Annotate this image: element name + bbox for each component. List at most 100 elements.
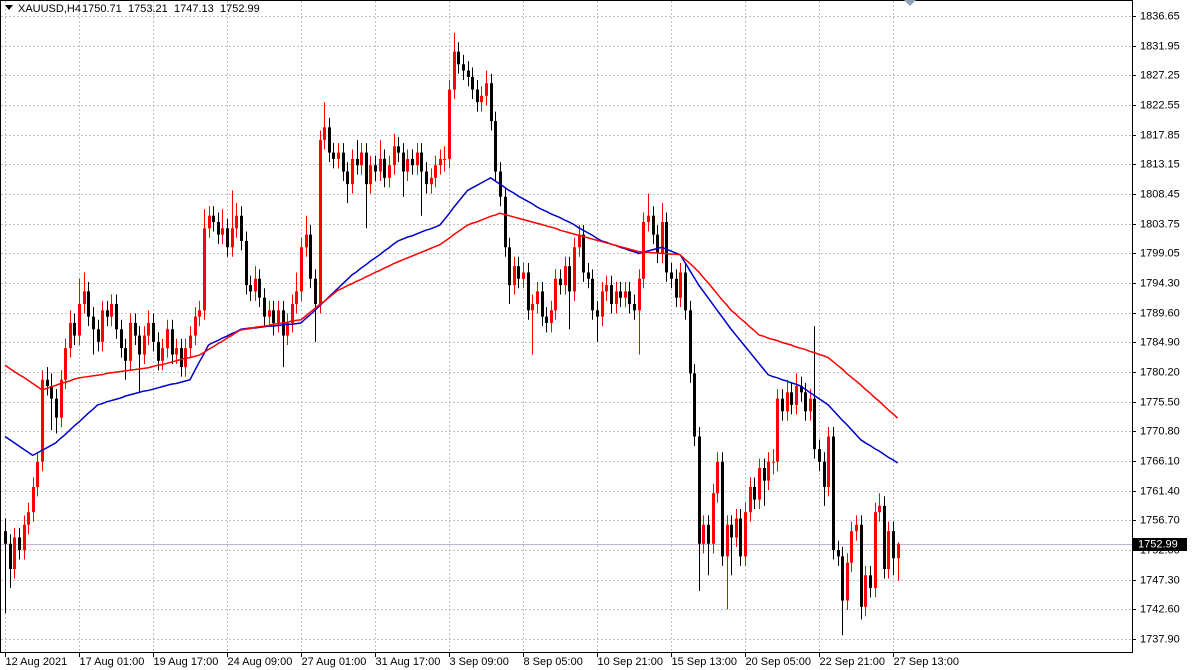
candle-body: [693, 373, 696, 437]
candle-body: [582, 234, 585, 273]
candle-body: [337, 152, 340, 159]
candle-body: [258, 278, 261, 298]
candle-body: [110, 304, 113, 317]
axis-layer: 1836.65 1831.95 1827.25 1822.55 1817.85 1813.…: [5, 10, 1187, 668]
candle-body: [9, 543, 12, 569]
x-tick-label: 15 Sep 13:00: [672, 656, 737, 668]
candle-body: [628, 291, 631, 305]
x-tick-label: 24 Aug 09:00: [228, 656, 293, 668]
x-tick-label: 27 Aug 01:00: [302, 656, 367, 668]
candle-body: [120, 329, 123, 349]
candle-body: [129, 322, 132, 361]
candle-body: [800, 386, 803, 393]
candle-body: [55, 398, 58, 418]
candle-body: [531, 304, 534, 311]
candle-body: [591, 278, 594, 311]
candle-body: [346, 171, 349, 185]
candle-body: [286, 322, 289, 336]
candle-body: [702, 524, 705, 544]
x-tick-label: 22 Sep 21:00: [820, 656, 885, 668]
candle-body: [217, 222, 220, 235]
candle-body: [485, 83, 488, 96]
x-tick-label: 3 Sep 09:00: [450, 656, 509, 668]
moving-average-line: [4, 212, 899, 419]
candle-body: [541, 291, 544, 317]
candle-body: [716, 461, 719, 494]
candle-body: [420, 152, 423, 172]
x-tick-label: 31 Aug 17:00: [376, 656, 441, 668]
y-tick-label: 1756.70: [1140, 514, 1180, 526]
plot-layer: [4, 32, 900, 636]
candle-body: [406, 158, 409, 172]
candle-body: [578, 234, 581, 248]
candle-body: [319, 139, 322, 305]
candle-body: [360, 152, 363, 166]
candle-body: [476, 89, 479, 103]
candle-body: [480, 95, 483, 103]
candle-body: [374, 165, 377, 172]
moving-average-line: [4, 176, 899, 464]
candle-body: [656, 234, 659, 254]
y-tick-label: 1780.20: [1140, 366, 1180, 378]
candle-body: [143, 335, 146, 355]
candle-body: [638, 278, 641, 311]
candle-body: [175, 348, 178, 355]
candle-body: [254, 278, 257, 292]
candle-body: [758, 468, 761, 500]
price-marker-label: 1752.99: [1138, 538, 1178, 550]
candle-body: [245, 240, 248, 286]
candle-body: [837, 550, 840, 557]
candle-body: [226, 228, 229, 248]
y-tick-label: 1827.25: [1140, 69, 1180, 81]
candle-body: [573, 247, 576, 292]
candle-body: [439, 158, 442, 166]
candle-body: [698, 436, 701, 544]
candle-body: [69, 322, 72, 349]
candle-body: [860, 524, 863, 607]
candle-body: [781, 398, 784, 412]
candle-body: [596, 310, 599, 317]
candle-body: [198, 310, 201, 317]
candle-body: [827, 436, 830, 487]
y-tick-label: 1808.45: [1140, 188, 1180, 200]
candle-body: [707, 524, 710, 544]
candle-body: [369, 165, 372, 185]
candle-body: [864, 575, 867, 607]
candle-body: [457, 51, 460, 65]
candle-body: [684, 272, 687, 311]
x-tick-label: 19 Aug 17:00: [154, 656, 219, 668]
candle-body: [152, 322, 155, 342]
candle-body: [753, 486, 756, 500]
candle-body: [652, 215, 655, 235]
candle-body: [300, 247, 303, 292]
candle-body: [749, 486, 752, 513]
y-tick-label: 1775.50: [1140, 396, 1180, 408]
candle-body: [36, 461, 39, 487]
shift-marker[interactable]: [904, 0, 916, 6]
candle-body: [471, 76, 474, 90]
candle-body: [665, 222, 668, 273]
candle-body: [874, 512, 877, 588]
candle-body: [670, 272, 673, 279]
candle-body: [772, 461, 775, 463]
candle-body: [309, 234, 312, 279]
candle-body: [744, 512, 747, 557]
menu-icon[interactable]: [5, 5, 13, 10]
candle-body: [767, 461, 770, 481]
candle-body: [383, 158, 386, 178]
candle-body: [550, 310, 553, 323]
candle-body: [462, 64, 465, 71]
candle-body: [138, 335, 141, 355]
y-tick-label: 1789.60: [1140, 307, 1180, 319]
candle-body: [813, 398, 816, 450]
candle-body: [212, 215, 215, 223]
candle-body: [46, 379, 49, 387]
candle-body: [157, 341, 160, 361]
y-tick-label: 1799.05: [1140, 247, 1180, 259]
candle-body: [268, 310, 271, 317]
candle-body: [32, 486, 35, 513]
candle-body: [739, 518, 742, 557]
candle-body: [735, 518, 738, 538]
